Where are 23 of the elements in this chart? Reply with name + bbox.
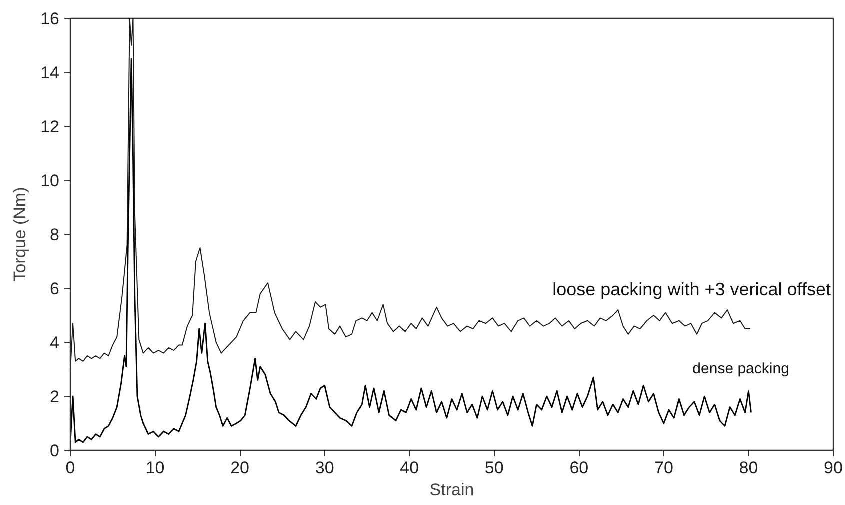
- x-tick-label: 0: [66, 458, 76, 478]
- y-tick-label: 16: [40, 10, 60, 28]
- x-tick-label: 40: [400, 458, 420, 478]
- x-tick-label: 90: [824, 458, 843, 478]
- x-axis-title: Strain: [430, 480, 474, 500]
- series-label: dense packing: [692, 360, 790, 378]
- y-tick-label: 10: [40, 172, 60, 190]
- x-tick-label: 10: [146, 458, 165, 478]
- y-tick-label: 6: [50, 280, 60, 298]
- x-tick-label: 70: [654, 458, 674, 478]
- y-tick-label: 8: [50, 226, 60, 244]
- x-tick-label: 50: [484, 458, 504, 478]
- x-tick-label: 30: [315, 458, 334, 478]
- y-tick-label: 12: [40, 118, 60, 136]
- series-label: loose packing with +3 verical offset: [552, 279, 831, 300]
- x-tick-label: 80: [739, 458, 758, 478]
- y-axis-title: Torque (Nm): [10, 187, 30, 282]
- y-tick-label: 2: [50, 388, 60, 406]
- x-tick-label: 60: [570, 458, 589, 478]
- y-tick-label: 4: [50, 334, 60, 352]
- y-tick-label: 14: [40, 64, 60, 82]
- x-tick-label: 20: [230, 458, 250, 478]
- y-tick-label: 0: [50, 442, 60, 460]
